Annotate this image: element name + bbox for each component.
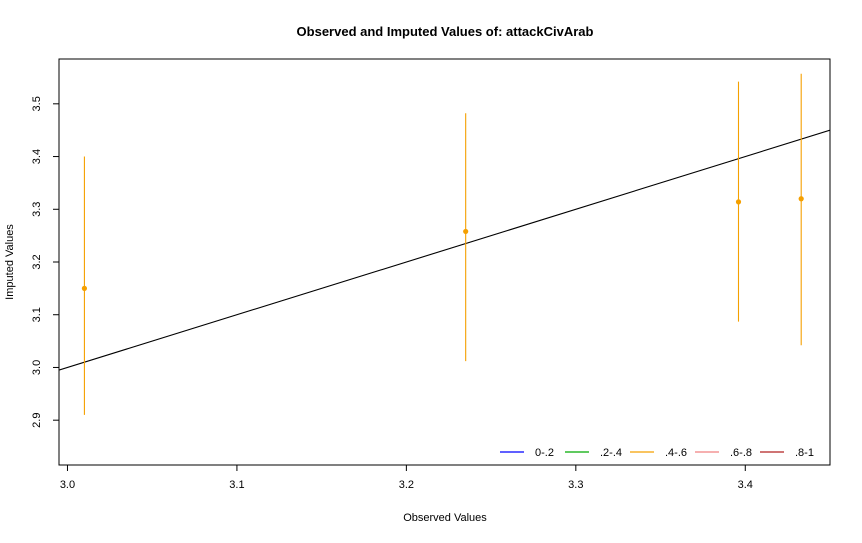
y-tick-label-1: 3.0 bbox=[31, 360, 43, 375]
x-axis-label: Observed Values bbox=[403, 512, 487, 524]
legend-label-4: .8-1 bbox=[795, 447, 814, 459]
y-tick-label-3: 3.2 bbox=[31, 254, 43, 269]
legend: 0-.2 .2-.4 .4-.6 .6-.8 .8-1 bbox=[500, 447, 814, 459]
x-tick-label-0: 3.0 bbox=[60, 479, 75, 491]
legend-label-3: .6-.8 bbox=[730, 447, 752, 459]
x-tick-label-2: 3.2 bbox=[399, 479, 414, 491]
y-axis-label: Imputed Values bbox=[4, 224, 16, 300]
legend-label-2: .4-.6 bbox=[665, 447, 687, 459]
x-tick-label-3: 3.3 bbox=[568, 479, 583, 491]
plot-frame bbox=[58, 58, 831, 466]
y-tick-label-4: 3.3 bbox=[31, 202, 43, 217]
y-tick-label-5: 3.4 bbox=[31, 149, 43, 164]
axes: 3.0 3.1 3.2 3.3 3.4 2.9 3.0 3.1 3.2 3.3 3.4 3.5 bbox=[31, 96, 753, 491]
reference-line bbox=[59, 129, 830, 371]
plot-content bbox=[59, 73, 830, 415]
legend-label-1: .2-.4 bbox=[600, 447, 622, 459]
y-tick-label-2: 3.1 bbox=[31, 307, 43, 322]
chart-title: Observed and Imputed Values of: attackCi… bbox=[297, 24, 594, 39]
data-point-2 bbox=[735, 199, 742, 205]
x-tick-label-1: 3.1 bbox=[229, 479, 244, 491]
data-point-0 bbox=[81, 285, 88, 291]
data-point-3 bbox=[798, 196, 804, 202]
legend-label-0: 0-.2 bbox=[535, 447, 554, 459]
data-point-1 bbox=[463, 228, 469, 235]
x-tick-label-4: 3.4 bbox=[738, 479, 753, 491]
y-tick-label-6: 3.5 bbox=[31, 96, 43, 111]
y-tick-label-0: 2.9 bbox=[31, 413, 43, 428]
